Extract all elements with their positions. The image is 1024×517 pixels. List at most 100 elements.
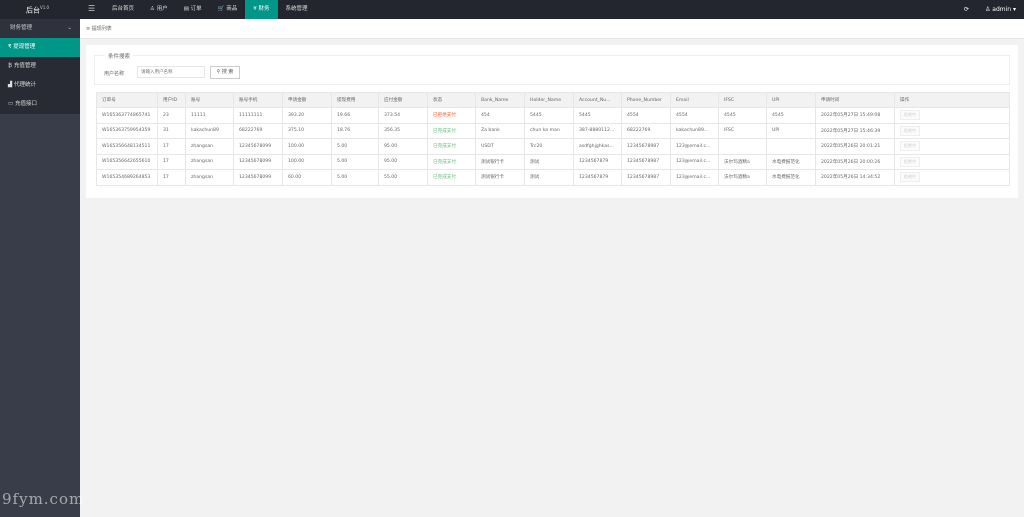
column-header: 应付金额 [378, 92, 428, 108]
content-panel: 条件搜索 用户名称 ⚲ 搜 索 订单号用户ID账号账号手机申请金额提现费用应付金… [86, 45, 1018, 198]
table-cell: 测试 [524, 153, 574, 170]
column-header: Account_Nu... [573, 92, 622, 108]
table-cell: zhangsan [185, 138, 234, 155]
withdrawal-table: 订单号 用户ID 账号 账号手机 申请金额 提现费用 应付金额 状态 Bank_Name Hold… [96, 92, 1010, 186]
status-cell: 已完成支付 [427, 122, 476, 139]
sidebar-item-3[interactable]: ▭ 充值接口 [0, 95, 80, 114]
table-cell: 19.66 [331, 107, 379, 124]
table-cell: 123@email.c... [670, 169, 719, 186]
top-nav: 后台首页 ♙ 用户 ▤ 订单 🛒 商品 ¥ 财务 系统管理 [104, 0, 316, 19]
nav-item-5[interactable]: 系统管理 [285, 6, 308, 12]
table-cell: 17 [157, 169, 186, 186]
chevron-down-icon: ⌄ [67, 25, 72, 31]
table-cell: 12345678987 [621, 153, 671, 170]
table-cell: 12345678987 [621, 169, 671, 186]
search-legend: 条件搜索 [105, 52, 134, 60]
table-cell: 4545 [718, 107, 767, 124]
action-button[interactable]: 拒绝中 [900, 141, 920, 152]
status-cell: 已完成支付 [427, 169, 476, 186]
column-header: 提现费用 [331, 92, 379, 108]
table-cell: 拒绝中 [894, 107, 1010, 124]
table-cell: UPI [766, 122, 816, 139]
status-cell: 已拒绝支付 [427, 107, 476, 124]
table-cell: 31 [157, 122, 186, 139]
table-cell: asdfghjghkas... [573, 138, 622, 155]
user-menu[interactable]: ♙ admin ▾ [984, 6, 1016, 13]
table-cell: W165356648134511 [96, 138, 158, 155]
table-cell: 123@email.c... [670, 153, 719, 170]
table-cell: 18.76 [331, 122, 379, 139]
group-label: 财务管理 [10, 25, 33, 31]
nav-item-4[interactable]: ¥ 财务 [245, 0, 278, 19]
table-cell: kakachun89... [670, 122, 719, 139]
table-cell: Trc20 [524, 138, 574, 155]
menu-toggle-icon[interactable]: ☰ [88, 4, 96, 13]
nav-item-0[interactable]: 后台首页 [112, 6, 135, 12]
search-button-label: 搜 索 [221, 69, 234, 75]
action-button[interactable]: 拒绝中 [900, 172, 920, 183]
username-search-input[interactable] [137, 66, 205, 78]
table-cell: 2022年05月27日 15:46:39 [815, 122, 895, 139]
sidebar-item-0[interactable]: ₹ 提现管理 [0, 38, 80, 57]
logo-text: 后台 [26, 6, 40, 15]
column-header: Phone_Number [621, 92, 671, 108]
table-cell: 沃尔玛酒精a [718, 169, 767, 186]
table-cell [718, 138, 767, 155]
table-cell: 68222769 [621, 122, 671, 139]
table-cell: chun ka man [524, 122, 574, 139]
nav-item-1[interactable]: ♙ 用户 [150, 6, 168, 12]
table-row: W165356642655610 17 zhangsan 12345678099 100… [96, 153, 1010, 170]
table-cell: 4545 [766, 107, 816, 124]
sidebar-item-2[interactable]: ▟ 代理统计 [0, 76, 80, 95]
table-cell: 123@email.c... [670, 138, 719, 155]
table-cell: 95.00 [378, 153, 428, 170]
logo: 后台V1.0 [26, 5, 49, 15]
table-cell: 沃尔玛酒精a [718, 153, 767, 170]
table-cell: zhangsan [185, 169, 234, 186]
table-cell: zhangsan [185, 153, 234, 170]
table-cell: 4554 [670, 107, 719, 124]
action-button[interactable]: 拒绝中 [900, 110, 920, 121]
search-button[interactable]: ⚲ 搜 索 [210, 66, 240, 79]
username-label: 用户名称 [104, 71, 125, 77]
nav-item-2[interactable]: ▤ 订单 [183, 6, 202, 12]
table-row: W165354689264853 17 zhangsan 12345678099 60.… [96, 169, 1010, 186]
table-cell: W165363759954359 [96, 122, 158, 139]
table-cell: 4554 [621, 107, 671, 124]
table-cell: 387-8880112... [573, 122, 622, 139]
version: V1.0 [40, 5, 50, 10]
table-cell: 17 [157, 138, 186, 155]
column-header: UPI [766, 92, 816, 108]
nav-item-3[interactable]: 🛒 商品 [217, 6, 238, 12]
table-cell [766, 138, 816, 155]
sidebar-group-finance[interactable]: 财务管理 ⌄ [0, 19, 80, 38]
action-button[interactable]: 拒绝中 [900, 156, 920, 167]
table-cell: 95.00 [378, 138, 428, 155]
table-cell: 12345678099 [233, 138, 283, 155]
table-cell: 1234567879 [573, 169, 622, 186]
table-cell: 拒绝中 [894, 153, 1010, 170]
status-cell: 已完成支付 [427, 138, 476, 155]
table-cell: 17 [157, 153, 186, 170]
column-header: 账号 [185, 92, 234, 108]
table-cell: 5445 [573, 107, 622, 124]
column-header: 订单号 [96, 92, 158, 108]
sidebar-item-1[interactable]: ₿ 充值管理 [0, 57, 80, 76]
table-cell: W165356642655610 [96, 153, 158, 170]
tab-current[interactable]: 提现列表 [91, 26, 112, 32]
table-cell: IFSC [718, 122, 767, 139]
table-cell: 393.20 [282, 107, 332, 124]
action-button[interactable]: 拒绝中 [900, 125, 920, 136]
table-row: W165363759954359 31 kakachun89 68222769 375.… [96, 122, 1010, 139]
refresh-icon[interactable]: ⟳ [963, 6, 969, 13]
column-header: 操作 [894, 92, 1010, 108]
column-header: Holder_Name [524, 92, 574, 108]
column-header: IFSC [718, 92, 767, 108]
top-bar: 后台V1.0 ☰ 后台首页 ♙ 用户 ▤ 订单 🛒 商品 ¥ 财务 系统管理 ⟳ ♙ ad… [0, 0, 1024, 19]
table-cell: 356.35 [378, 122, 428, 139]
table-cell: 拒绝中 [894, 138, 1010, 155]
watermark: 9fym.com [2, 490, 85, 508]
table-cell: 测试银行卡 [475, 153, 525, 170]
table-cell: 55.00 [378, 169, 428, 186]
table-cell: 2022年05月27日 15:49:08 [815, 107, 895, 124]
